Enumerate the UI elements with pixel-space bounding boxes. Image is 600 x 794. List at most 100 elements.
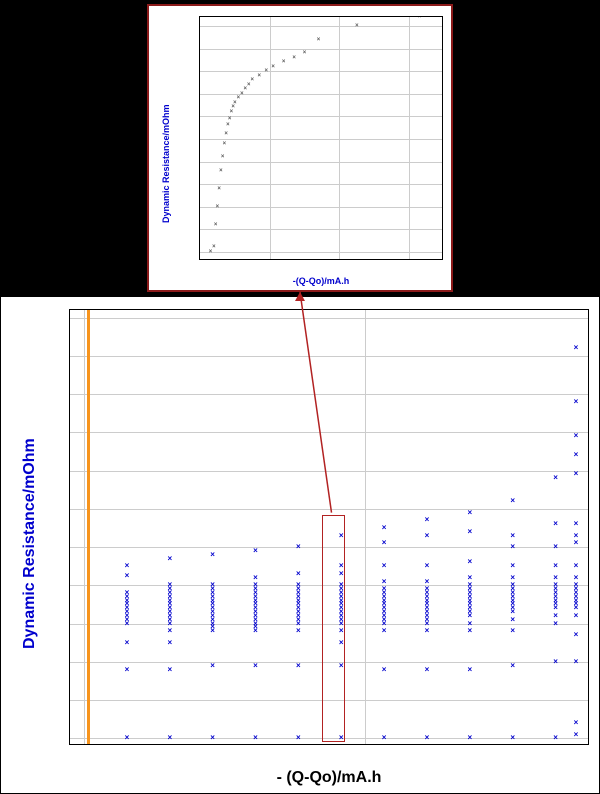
data-point: × (467, 558, 472, 566)
data-point: × (224, 131, 228, 137)
data-point: × (574, 631, 579, 639)
orange-marker-line (87, 310, 90, 744)
data-point: × (510, 532, 515, 540)
data-point: × (510, 543, 515, 551)
data-point: × (574, 581, 579, 589)
data-point: × (467, 627, 472, 635)
data-point: × (382, 585, 387, 593)
data-point: × (219, 168, 223, 174)
data-point: × (467, 509, 472, 517)
data-point: × (167, 666, 172, 674)
main-chart-y-axis-label: Dynamic Resistance/mOhm (21, 438, 39, 649)
data-point: × (574, 470, 579, 478)
data-point: × (467, 666, 472, 674)
data-point: × (125, 562, 130, 570)
data-point: × (553, 734, 558, 742)
data-point: × (167, 734, 172, 742)
data-point: × (282, 59, 286, 65)
data-point: × (253, 734, 258, 742)
data-point: × (467, 581, 472, 589)
data-point: × (574, 520, 579, 528)
data-point: × (253, 581, 258, 589)
data-point: × (425, 666, 430, 674)
data-point: × (574, 658, 579, 666)
data-point: × (125, 666, 130, 674)
data-point: × (574, 612, 579, 620)
data-point: × (574, 398, 579, 406)
data-point: × (553, 520, 558, 528)
data-point: × (553, 474, 558, 482)
data-point: × (271, 64, 275, 70)
data-point: × (467, 574, 472, 582)
data-point: × (257, 73, 261, 79)
data-point: × (425, 734, 430, 742)
data-point: × (212, 244, 216, 250)
data-point: × (253, 574, 258, 582)
data-point: × (296, 581, 301, 589)
data-point: × (574, 539, 579, 547)
data-point: × (253, 662, 258, 670)
data-point: × (553, 658, 558, 666)
data-point: × (221, 154, 225, 160)
zoom-region-box (322, 515, 346, 743)
data-point: × (167, 581, 172, 589)
data-point: × (418, 16, 422, 20)
data-point: × (264, 68, 268, 74)
data-point: × (223, 141, 227, 147)
x-tick-label: 1,672 (398, 259, 421, 260)
data-point: × (510, 734, 515, 742)
data-point: × (228, 116, 232, 122)
data-point: × (425, 516, 430, 524)
data-point: × (574, 344, 579, 352)
data-point: × (303, 50, 307, 56)
zoom-inset-panel: 505560657075808590951001,6681,6701,672××… (147, 4, 453, 292)
data-point: × (125, 589, 130, 597)
data-point: × (382, 666, 387, 674)
data-point: × (510, 581, 515, 589)
main-chart-panel: 506070809010011012013014015016002,000×××… (0, 296, 600, 794)
data-point: × (574, 719, 579, 727)
data-point: × (296, 627, 301, 635)
data-point: × (125, 572, 130, 580)
data-point: × (226, 122, 230, 128)
data-point: × (574, 532, 579, 540)
data-point: × (210, 662, 215, 670)
x-tick-label: 0 (80, 744, 88, 745)
data-point: × (292, 55, 296, 61)
main-chart-x-axis-label: - (Q-Qo)/mA.h (69, 769, 589, 787)
data-point: × (167, 639, 172, 647)
data-point: × (317, 37, 321, 43)
data-point: × (510, 616, 515, 624)
data-point: × (210, 551, 215, 559)
data-point: × (467, 620, 472, 628)
data-point: × (467, 528, 472, 536)
data-point: × (553, 581, 558, 589)
data-point: × (553, 612, 558, 620)
data-point: × (125, 734, 130, 742)
data-point: × (253, 547, 258, 555)
data-point: × (382, 539, 387, 547)
data-point: × (217, 186, 221, 192)
data-point: × (574, 574, 579, 582)
data-point: × (214, 222, 218, 228)
data-point: × (425, 578, 430, 586)
x-tick-label: 1,670 (328, 259, 351, 260)
data-point: × (167, 555, 172, 563)
data-point: × (425, 627, 430, 635)
data-point: × (574, 731, 579, 739)
zoom-inset-y-axis-label: Dynamic Resistance/mOhm (161, 105, 171, 224)
x-tick-label: 1,668 (258, 259, 281, 260)
data-point: × (296, 543, 301, 551)
data-point: × (510, 662, 515, 670)
data-point: × (553, 543, 558, 551)
data-point: × (296, 734, 301, 742)
data-point: × (355, 23, 359, 29)
data-point: × (251, 77, 255, 83)
data-point: × (210, 734, 215, 742)
data-point: × (296, 662, 301, 670)
data-point: × (574, 562, 579, 570)
data-point: × (574, 432, 579, 440)
data-point: × (510, 574, 515, 582)
data-point: × (574, 451, 579, 459)
data-point: × (553, 562, 558, 570)
